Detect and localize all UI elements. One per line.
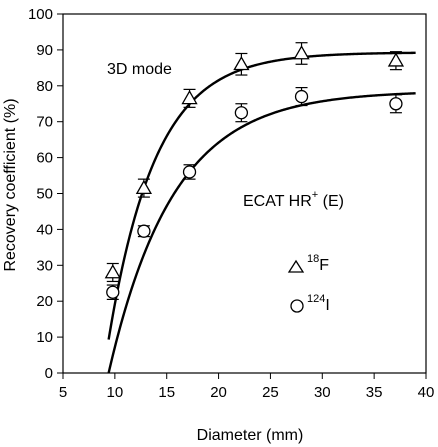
y-tick-label: 30 bbox=[36, 257, 53, 274]
fit-curves bbox=[107, 51, 416, 374]
legend-triangle-icon bbox=[287, 259, 305, 273]
x-tick-label: 20 bbox=[210, 384, 227, 401]
legend-item-f18 bbox=[287, 259, 305, 273]
scanner-annotation: ECAT HR+ (E) bbox=[243, 189, 344, 210]
triangle-marker bbox=[293, 45, 310, 60]
y-tick-label: 20 bbox=[36, 293, 53, 310]
legend: 18F 124I bbox=[287, 253, 330, 314]
data-point-circle bbox=[182, 164, 197, 180]
legend-item-i124 bbox=[290, 299, 304, 313]
data-point-circle bbox=[234, 103, 249, 123]
y-tick-label: 40 bbox=[36, 221, 53, 238]
x-axis-title: Diameter (mm) bbox=[197, 427, 304, 444]
y-tick-label: 10 bbox=[36, 329, 53, 346]
data-markers bbox=[104, 42, 405, 301]
circle-marker bbox=[294, 89, 309, 104]
fit-curve-circle bbox=[107, 92, 416, 374]
triangle-marker bbox=[181, 90, 198, 105]
x-tick-label: 40 bbox=[418, 384, 435, 401]
legend-label-i124: 124I bbox=[307, 293, 330, 314]
data-point-triangle bbox=[181, 88, 198, 108]
circle-marker bbox=[389, 97, 403, 111]
circle-marker bbox=[182, 165, 197, 179]
axes: 5 10 15 20 25 30 35 40 0 10 20 30 40 50 60 70 80 90 100 bbox=[28, 6, 434, 401]
triangle-marker bbox=[387, 52, 405, 67]
y-tick-label: 80 bbox=[36, 78, 53, 95]
y-tick-label: 100 bbox=[28, 6, 53, 23]
data-point-triangle bbox=[293, 42, 310, 65]
fit-curve-triangle bbox=[107, 51, 416, 340]
data-point-triangle bbox=[233, 52, 250, 76]
circle-marker bbox=[137, 224, 151, 238]
x-tick-label: 30 bbox=[314, 384, 331, 401]
y-tick-label: 50 bbox=[36, 186, 53, 203]
y-tick-label: 70 bbox=[36, 114, 53, 131]
y-tick-label: 0 bbox=[45, 365, 53, 382]
x-tick-label: 25 bbox=[262, 384, 279, 401]
data-point-triangle bbox=[387, 51, 405, 71]
data-point-circle bbox=[106, 284, 120, 301]
circle-marker bbox=[106, 285, 120, 299]
data-point-circle bbox=[294, 86, 309, 107]
x-tick-label: 10 bbox=[107, 384, 124, 401]
data-point-circle bbox=[137, 224, 151, 238]
y-tick-label: 90 bbox=[36, 42, 53, 59]
triangle-marker bbox=[233, 55, 250, 71]
x-tick-label: 5 bbox=[59, 384, 67, 401]
data-point-triangle bbox=[104, 262, 121, 283]
triangle-marker bbox=[135, 179, 153, 195]
data-point-circle bbox=[389, 94, 403, 114]
mode-annotation: 3D mode bbox=[107, 61, 172, 78]
x-tick-label: 35 bbox=[366, 384, 383, 401]
legend-circle-icon bbox=[290, 299, 304, 313]
circle-marker bbox=[234, 106, 249, 120]
legend-label-f18: 18F bbox=[307, 253, 329, 274]
x-tick-label: 15 bbox=[158, 384, 175, 401]
triangle-marker bbox=[104, 264, 121, 279]
y-tick-label: 60 bbox=[36, 150, 53, 167]
y-axis-title: Recovery coefficient (%) bbox=[2, 98, 19, 271]
data-point-triangle bbox=[135, 178, 153, 198]
